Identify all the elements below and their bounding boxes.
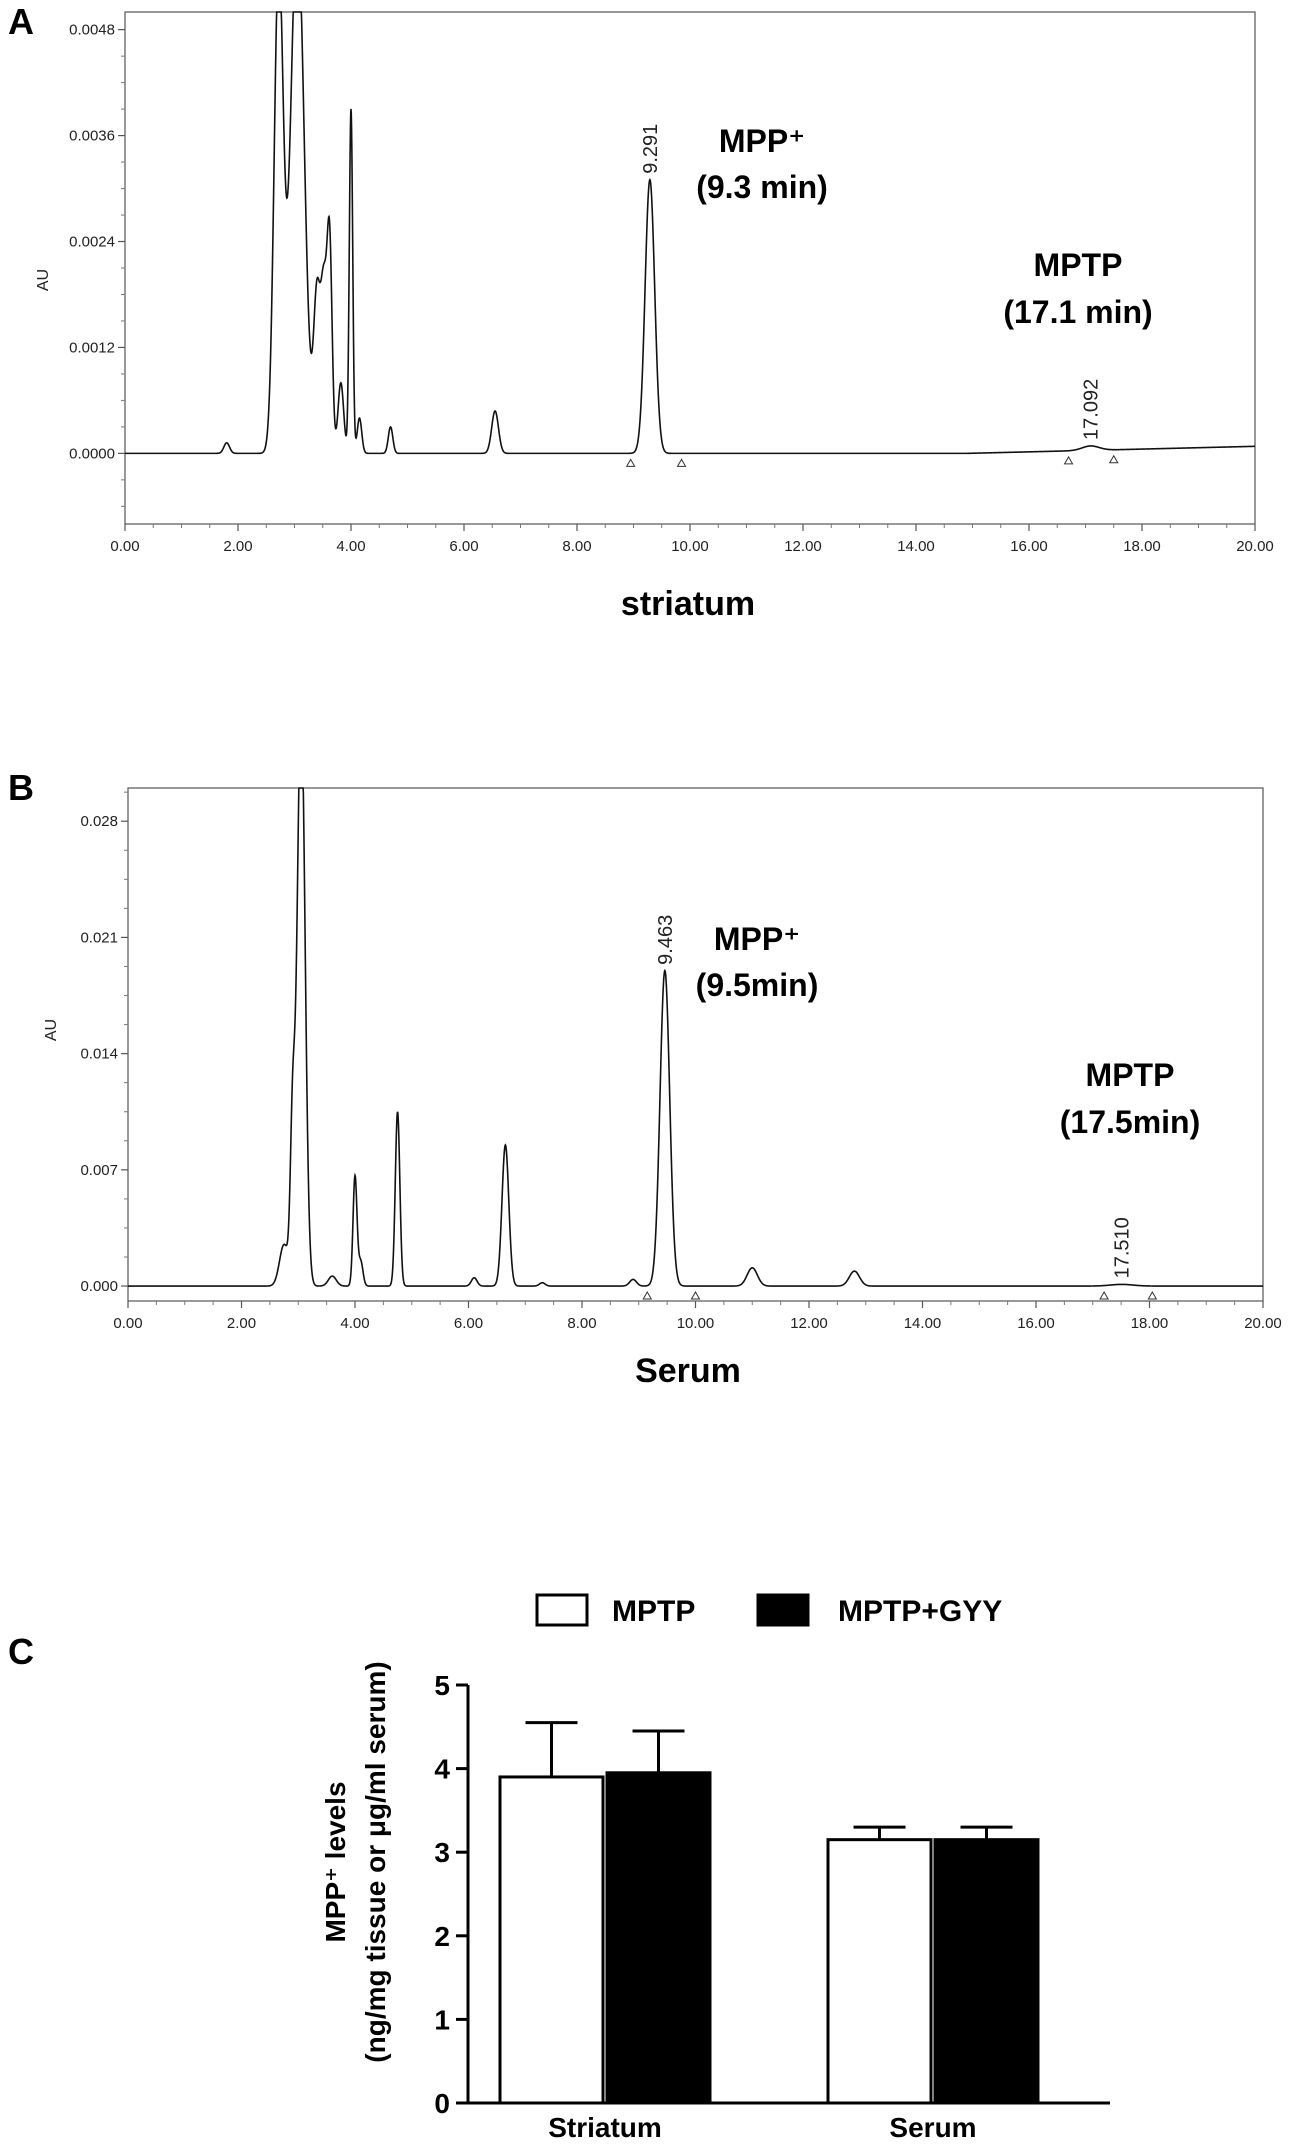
chromatogram-trace-a xyxy=(125,11,1255,455)
peak-retention-label-a: 9.291 xyxy=(640,124,662,174)
integration-marker-a xyxy=(676,458,687,467)
chromatogram-trace-b xyxy=(128,787,1263,1287)
annotation-mpp-label-b: MPP⁺ xyxy=(714,921,800,957)
y-tick-label-b: 0.000 xyxy=(80,1278,118,1295)
x-tick-label-a: 0.00 xyxy=(110,538,139,555)
x-category-label-c: Serum xyxy=(889,2112,976,2143)
annotation-mpp-label-a: MPP⁺ xyxy=(719,123,805,159)
annotation-mptp-time-a: (17.1 min) xyxy=(1003,294,1152,330)
peak-retention-label-b: 9.463 xyxy=(655,915,677,965)
x-tick-label-a: 18.00 xyxy=(1123,538,1161,555)
legend-swatch-mptp-gyy xyxy=(756,1593,810,1627)
y-tick-label-b: 0.021 xyxy=(80,929,118,946)
x-tick-label-b: 16.00 xyxy=(1017,1315,1055,1332)
integration-marker-b xyxy=(642,1291,653,1300)
bar-mptp-gyy-serum xyxy=(933,1838,1040,2105)
chromatogram-panel-b: B AU 0.000 0.007 0.014 0.021 0.028 0.00 2.00 4… xyxy=(8,767,1282,1390)
panel-label-a: A xyxy=(8,1,34,42)
x-tick-label-a: 14.00 xyxy=(897,538,935,555)
y-axis-label-a: AU xyxy=(35,269,52,291)
y-tick-label-a: 0.0000 xyxy=(69,445,115,462)
bar-mptp-striatum xyxy=(498,1775,605,2105)
annotation-mpp-time-a: (9.3 min) xyxy=(696,169,828,205)
x-tick-label-b: 0.00 xyxy=(113,1315,142,1332)
x-tick-label-b: 6.00 xyxy=(454,1315,483,1332)
y-tick-label-b: 0.028 xyxy=(80,813,118,830)
legend: MPTP MPTP+GYY xyxy=(535,1593,1002,1628)
chromatogram-panel-a: A AU 0.0000 0.0012 0.0024 0.0036 0.0048 0.00… xyxy=(8,1,1274,623)
y-tick-label-c: 2 xyxy=(434,1921,450,1952)
x-tick-label-a: 10.00 xyxy=(671,538,709,555)
y-tick-label-a: 0.0048 xyxy=(69,22,115,39)
x-tick-label-b: 14.00 xyxy=(904,1315,942,1332)
legend-label-mptp-gyy: MPTP+GYY xyxy=(838,1595,1002,1628)
annotation-mptp-label-a: MPTP xyxy=(1034,247,1123,283)
integration-marker-b xyxy=(690,1291,701,1300)
y-tick-label-b: 0.007 xyxy=(80,1162,118,1179)
y-axis-label-b: AU xyxy=(43,1019,60,1041)
integration-marker-a xyxy=(1108,454,1119,464)
x-tick-label-b: 8.00 xyxy=(567,1315,596,1332)
y-tick-label-a: 0.0036 xyxy=(69,128,115,145)
y-tick-label-c: 3 xyxy=(434,1837,450,1868)
y-tick-label-a: 0.0024 xyxy=(69,234,115,251)
y-tick-label-c: 0 xyxy=(434,2088,450,2119)
integration-marker-b xyxy=(1147,1291,1158,1300)
x-tick-label-a: 12.00 xyxy=(784,538,822,555)
x-tick-label-a: 16.00 xyxy=(1010,538,1048,555)
annotation-mpp-time-b: (9.5min) xyxy=(696,967,819,1003)
bar-mptp-gyy-striatum xyxy=(605,1771,712,2105)
integration-marker-a xyxy=(1063,455,1074,465)
x-tick-label-b: 4.00 xyxy=(340,1315,369,1332)
panel-label-b: B xyxy=(8,767,34,808)
x-tick-label-b: 20.00 xyxy=(1244,1315,1282,1332)
y-tick-label-c: 5 xyxy=(434,1670,450,1701)
x-tick-label-b: 10.00 xyxy=(677,1315,715,1332)
x-tick-label-a: 2.00 xyxy=(223,538,252,555)
annotation-mptp-time-b: (17.5min) xyxy=(1060,1104,1200,1140)
x-tick-label-b: 18.00 xyxy=(1131,1315,1169,1332)
x-category-label-c: Striatum xyxy=(548,2112,662,2143)
legend-label-mptp: MPTP xyxy=(612,1595,695,1628)
x-tick-label-a: 4.00 xyxy=(336,538,365,555)
y-tick-label-c: 4 xyxy=(434,1754,450,1785)
x-axis-title-b: Serum xyxy=(635,1352,741,1390)
legend-swatch-mptp xyxy=(535,1593,589,1627)
bar-mptp-serum xyxy=(826,1838,933,2105)
x-tick-label-a: 6.00 xyxy=(449,538,478,555)
peak-retention-label-b: 17.510 xyxy=(1112,1217,1134,1278)
y-axis-title-c-line2: (ng/mg tissue or μg/ml serum) xyxy=(360,1661,391,2062)
panel-label-c: C xyxy=(8,1631,34,1672)
y-tick-label-c: 1 xyxy=(434,2004,450,2035)
x-tick-label-a: 20.00 xyxy=(1236,538,1274,555)
x-tick-label-a: 8.00 xyxy=(562,538,591,555)
annotation-mptp-label-b: MPTP xyxy=(1086,1057,1175,1093)
y-tick-label-a: 0.0012 xyxy=(69,339,115,356)
integration-marker-a xyxy=(625,458,636,467)
x-tick-label-b: 2.00 xyxy=(227,1315,256,1332)
x-tick-label-b: 12.00 xyxy=(790,1315,828,1332)
bar-chart-panel-c: C MPTP MPTP+GYY MPP⁺ levels (ng/mg tissu… xyxy=(8,1593,1110,2143)
integration-marker-b xyxy=(1099,1291,1109,1300)
peak-retention-label-a: 17.092 xyxy=(1081,379,1103,440)
y-axis-title-c-line1: MPP⁺ levels xyxy=(320,1781,351,1942)
x-axis-title-a: striatum xyxy=(621,585,755,623)
y-tick-label-b: 0.014 xyxy=(80,1046,118,1063)
